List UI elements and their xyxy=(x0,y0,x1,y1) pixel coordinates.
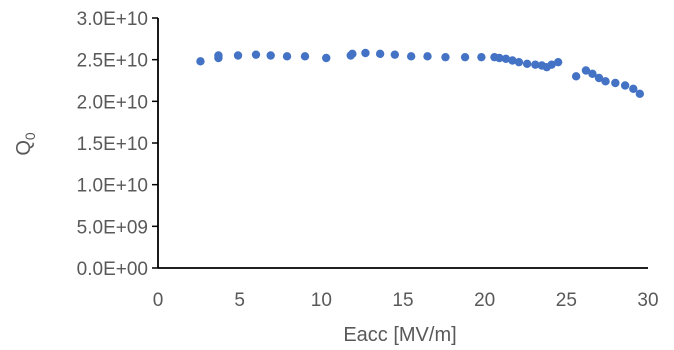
x-tick-label: 0 xyxy=(153,290,164,311)
data-point xyxy=(611,78,620,88)
data-point xyxy=(460,52,470,62)
y-tick-label: 3.0E+10 xyxy=(77,9,148,30)
y-tick-label: 2.0E+10 xyxy=(77,92,148,113)
data-point xyxy=(251,50,261,59)
data-point xyxy=(322,53,331,63)
data-point xyxy=(495,53,504,63)
data-point xyxy=(375,49,385,59)
data-point xyxy=(390,50,400,59)
y-axis-title: Q0 xyxy=(13,132,38,156)
data-point xyxy=(629,84,638,94)
data-point xyxy=(348,49,357,59)
data-point xyxy=(571,72,581,81)
data-point xyxy=(361,48,370,58)
data-point xyxy=(282,52,292,61)
data-point xyxy=(196,57,205,66)
data-point xyxy=(214,51,223,60)
x-axis-tick-labels: 0 5 10 15 20 25 30 xyxy=(153,290,659,311)
data-point xyxy=(553,57,563,67)
y-tick-label: 0.0E+00 xyxy=(77,259,148,280)
x-tick-label: 10 xyxy=(311,290,332,311)
data-point xyxy=(266,51,275,60)
data-point xyxy=(501,54,511,64)
data-point xyxy=(588,69,597,79)
data-point xyxy=(522,59,532,69)
data-point xyxy=(594,73,604,83)
data-point xyxy=(508,56,517,65)
data-point xyxy=(581,66,591,75)
y-tick-label: 5.0E+09 xyxy=(77,217,148,238)
data-point xyxy=(635,89,645,99)
y-axis-tick-labels: 0.0E+00 5.0E+09 1.0E+10 1.5E+10 2.0E+10 2.5E+… xyxy=(77,9,148,280)
data-point xyxy=(531,60,540,69)
y-axis-title-main: Q xyxy=(13,140,35,156)
axes xyxy=(152,17,648,269)
data-point xyxy=(620,81,630,90)
x-tick-label: 30 xyxy=(637,290,658,311)
data-point xyxy=(547,60,556,69)
x-tick-label: 20 xyxy=(474,290,495,311)
data-point xyxy=(514,57,524,67)
data-point xyxy=(423,52,432,61)
x-tick-label: 15 xyxy=(392,290,413,311)
data-point xyxy=(300,52,310,61)
data-point xyxy=(406,52,416,61)
y-axis-title-subscript: 0 xyxy=(22,132,38,140)
x-tick-label: 5 xyxy=(234,290,245,311)
x-tick-label: 25 xyxy=(556,290,577,311)
y-tick-label: 1.5E+10 xyxy=(77,134,148,155)
data-points xyxy=(196,48,645,99)
y-tick-label: 2.5E+10 xyxy=(77,51,148,72)
data-point xyxy=(601,77,610,86)
data-point xyxy=(233,51,243,60)
x-axis-title: Eacc [MV/m] xyxy=(343,324,456,346)
y-tick-label: 1.0E+10 xyxy=(77,176,148,197)
data-point xyxy=(441,52,450,62)
data-point xyxy=(477,52,486,62)
